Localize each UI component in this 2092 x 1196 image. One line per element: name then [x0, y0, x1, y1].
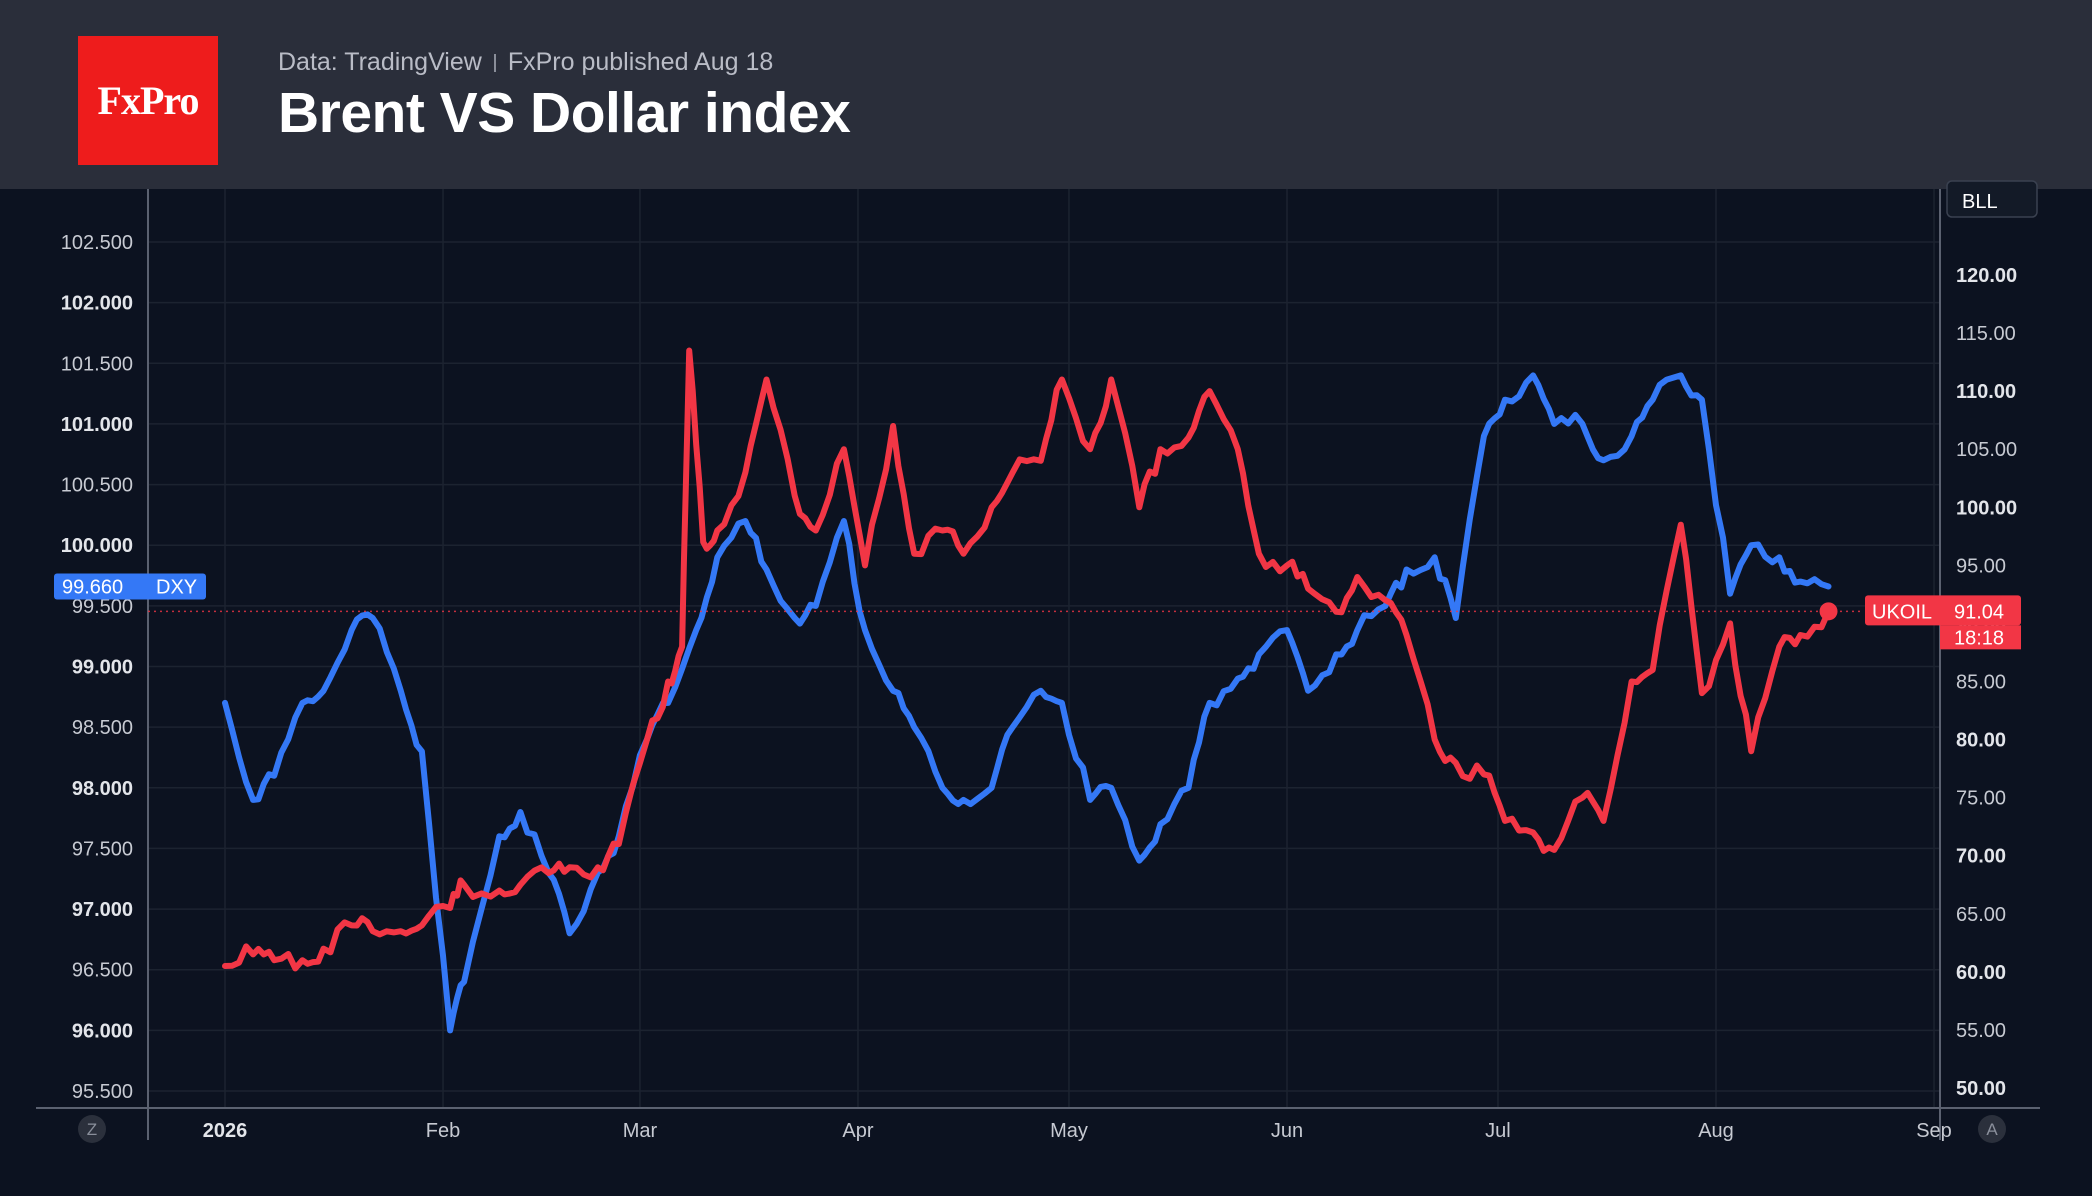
ukoil-countdown-bg: [1940, 625, 2021, 650]
fxpro-logo: FxPro: [78, 36, 218, 165]
x-tick-label: Sep: [1916, 1120, 1952, 1142]
dxy-badge-value: 99.660: [62, 576, 123, 598]
series-line-dxy: [222, 372, 1832, 1034]
y-left-tick-label: 102.000: [61, 293, 133, 315]
x-tick-label: Feb: [426, 1120, 460, 1142]
y-left-tick-label: 96.000: [72, 1020, 133, 1042]
a-button-label: A: [1986, 1120, 1998, 1139]
y-right-tick-label: 80.00: [1956, 730, 2006, 752]
y-right-tick-label: 75.00: [1956, 788, 2006, 810]
z-button-label: Z: [87, 1120, 97, 1139]
series-line-ukoil: [222, 347, 1832, 972]
bll-badge-text: BLL: [1962, 191, 1998, 213]
y-left-tick-label: 101.500: [61, 353, 133, 375]
z-button[interactable]: [78, 1115, 106, 1143]
x-tick-label: Apr: [842, 1120, 873, 1142]
y-right-tick-label: 70.00: [1956, 846, 2006, 868]
y-left-tick-label: 99.500: [72, 596, 133, 618]
y-right-tick-label: 60.00: [1956, 962, 2006, 984]
y-left-tick-label: 97.000: [72, 899, 133, 921]
price-labels: 99.660 DXY UKOIL 91.04 18:18 BLL Z A: [54, 180, 2038, 1143]
ukoil-badge: [1865, 595, 2021, 626]
y-right-tick-label: 105.00: [1956, 439, 2017, 461]
x-tick-label: May: [1050, 1120, 1088, 1142]
y-right-tick-label: 95.00: [1956, 555, 2006, 577]
y-left-tick-label: 102.500: [61, 232, 133, 254]
y-left-tick-label: 95.500: [72, 1081, 133, 1103]
ukoil-countdown: 18:18: [1954, 627, 2004, 649]
y-right-tick-label: 110.00: [1956, 381, 2016, 403]
bll-badge: [1946, 180, 2038, 218]
x-tick-label: 2026: [203, 1120, 248, 1142]
y-left-tick-label: 100.000: [61, 535, 133, 557]
y-right-tick-label: 85.00: [1956, 672, 2006, 694]
header-bar: FxPro Data: TradingView FxPro published A…: [0, 0, 2092, 189]
x-tick-label: Aug: [1698, 1120, 1734, 1142]
a-button[interactable]: [1978, 1115, 2006, 1143]
x-tick-label: Jul: [1485, 1120, 1511, 1142]
y-left-tick-label: 100.500: [61, 475, 133, 497]
y-left-tick-label: 98.000: [72, 778, 133, 800]
y-left-tick-label: 101.000: [61, 414, 133, 436]
ukoil-last-dot: [1819, 602, 1838, 621]
logo-text: FxPro: [97, 78, 200, 123]
subtitle: Data: TradingView FxPro published Aug 18: [278, 48, 773, 77]
y-left-tick-label: 98.500: [72, 717, 133, 739]
y-left-tick-label: 96.500: [72, 960, 133, 982]
dxy-badge-name: DXY: [156, 576, 197, 598]
axes: [36, 189, 2040, 1140]
y-right-tick-label: 55.00: [1956, 1020, 2006, 1042]
y-axis-left: 102.500 102.000 101.500 101.000 100.500 100.0…: [61, 232, 133, 1103]
y-right-tick-label: 115.00: [1956, 323, 2016, 345]
series-lines: [222, 347, 1832, 1034]
y-right-tick-label: 120.00: [1956, 265, 2017, 287]
ukoil-badge-value: 91.04: [1954, 601, 2004, 623]
page-title: Brent VS Dollar index: [278, 81, 851, 145]
x-tick-label: Jun: [1271, 1120, 1303, 1142]
ukoil-badge-name: UKOIL: [1872, 601, 1932, 623]
y-left-tick-label: 99.000: [72, 657, 133, 679]
separator: [493, 54, 496, 73]
grid-lines: [148, 189, 1940, 1108]
y-right-tick-label: 100.00: [1956, 497, 2017, 519]
y-right-tick-label: 50.00: [1956, 1078, 2006, 1100]
published-date: FxPro published Aug 18: [507, 48, 774, 76]
x-tick-label: Mar: [623, 1120, 658, 1142]
y-axis-right: 120.00115.00110.00105.00100.0095.0090.00…: [1956, 265, 2017, 1100]
y-right-tick-label: 65.00: [1956, 904, 2006, 926]
y-left-tick-label: 97.500: [72, 838, 133, 860]
data-source: Data: TradingView: [278, 48, 482, 76]
x-axis: 2026 Feb Mar Apr May Jun Jul Aug Sep: [203, 1120, 1952, 1142]
dxy-badge: [54, 573, 206, 600]
